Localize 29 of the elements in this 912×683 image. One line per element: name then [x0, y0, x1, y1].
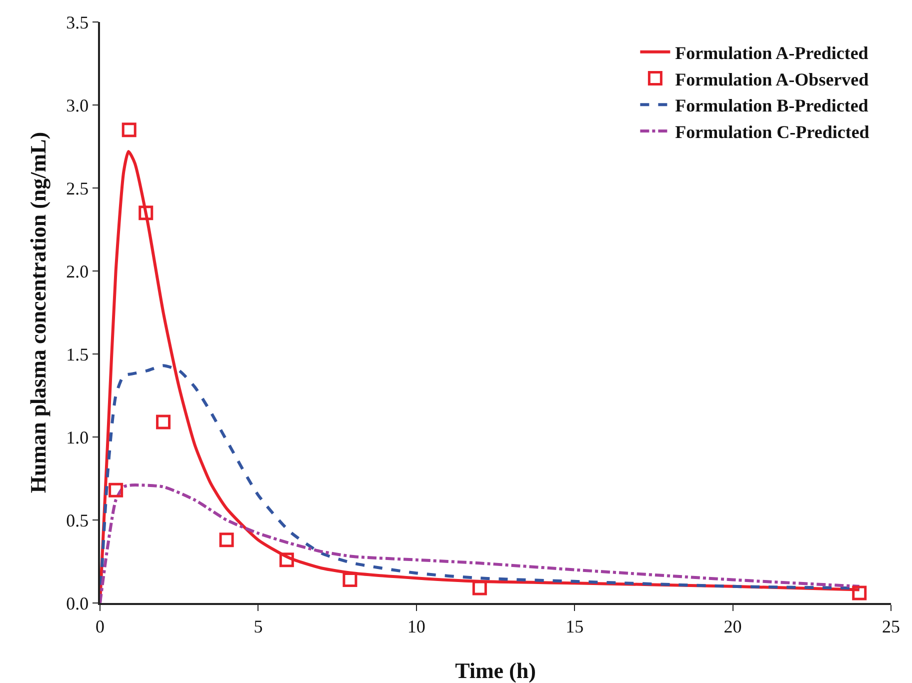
- point: [122, 122, 136, 138]
- x-tick-label: 15: [566, 616, 584, 636]
- y-tick-label: 0.5: [66, 510, 89, 530]
- x-tick-label: 25: [882, 616, 900, 636]
- legend-label: Formulation C-Predicted: [675, 122, 870, 142]
- point: [219, 532, 234, 548]
- y-tick-label: 2.0: [66, 261, 89, 282]
- point: [852, 586, 867, 600]
- x-tick-label: 10: [407, 616, 426, 636]
- x-tick-label: 0: [96, 616, 104, 636]
- y-axis-title: Human plasma concentration (ng/mL): [26, 132, 50, 494]
- legend-label: Formulation A-Observed: [675, 69, 869, 90]
- y-tick-label: 1.0: [66, 427, 89, 448]
- x-tick-label: 5: [254, 616, 263, 636]
- point: [156, 414, 171, 430]
- point: [472, 580, 487, 596]
- x-axis-title: Time (h): [455, 658, 536, 683]
- y-tick-label: 0.0: [66, 593, 89, 614]
- x-tick-label: 20: [724, 616, 742, 636]
- point: [138, 206, 154, 220]
- point: [108, 482, 124, 498]
- y-tick-label: 3.5: [66, 12, 89, 32]
- y-tick-label: 1.5: [66, 344, 89, 364]
- legend-label: Formulation B-Predicted: [675, 96, 868, 116]
- y-tick-label: 2.5: [66, 178, 89, 198]
- legend-label: Formulation A-Predicted: [675, 42, 868, 63]
- y-tick-label: 3.0: [66, 95, 89, 116]
- point: [279, 552, 294, 568]
- point: [342, 572, 358, 588]
